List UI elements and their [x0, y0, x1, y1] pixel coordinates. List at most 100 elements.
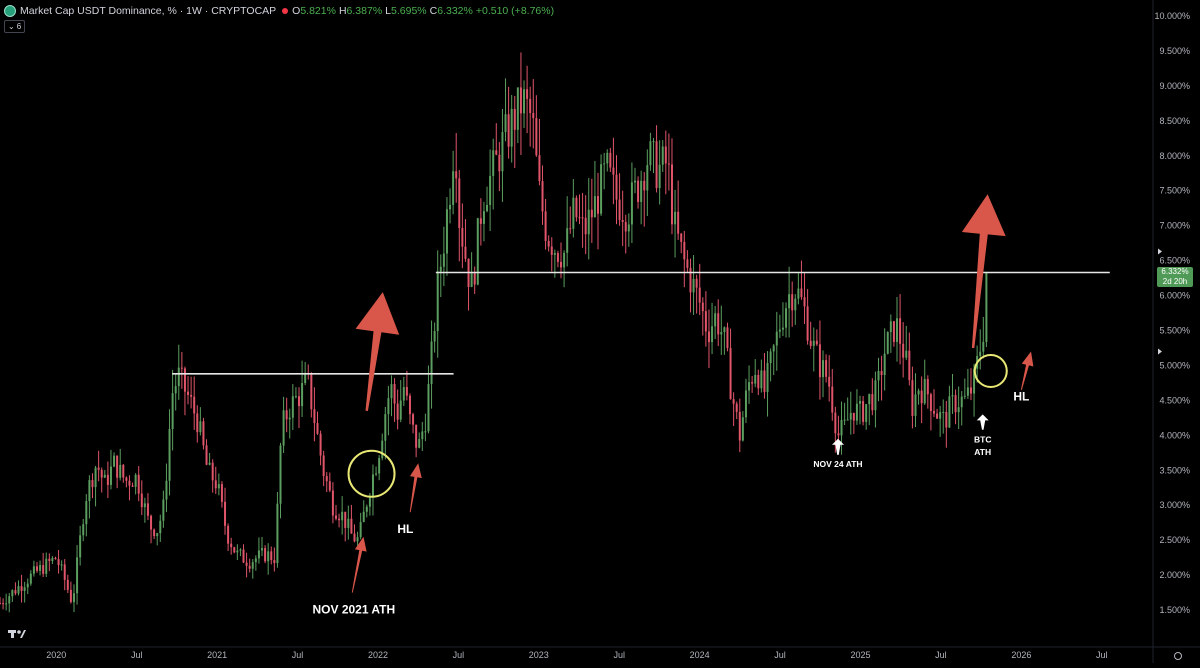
candle: [667, 133, 670, 191]
candle: [202, 417, 205, 450]
candle: [307, 364, 310, 380]
candle: [439, 254, 442, 298]
candle: [97, 450, 100, 482]
candle-body: [125, 477, 128, 481]
candle-body: [486, 204, 489, 212]
candle-body: [917, 390, 920, 395]
candle-body: [45, 558, 48, 574]
candle: [535, 95, 538, 157]
candles-group: [0, 52, 988, 613]
candle: [627, 213, 630, 247]
candle: [541, 165, 544, 225]
candle: [26, 578, 29, 595]
candle-body: [177, 367, 180, 387]
candle-body: [42, 565, 45, 574]
candle: [818, 320, 821, 400]
candle-body: [658, 164, 661, 189]
candle: [538, 118, 541, 186]
candle-body: [809, 340, 812, 346]
candle: [846, 397, 849, 421]
candle-body: [233, 547, 236, 553]
candle: [797, 272, 800, 305]
candle: [276, 491, 279, 568]
candle: [458, 169, 461, 262]
candle: [137, 466, 140, 502]
up-arrow-icon: [409, 463, 422, 513]
candle-body: [88, 480, 91, 502]
candle-body: [569, 228, 572, 230]
candle-body: [288, 417, 291, 420]
candle-body: [214, 480, 217, 489]
candle: [45, 552, 48, 577]
candle-body: [131, 485, 134, 487]
candle: [704, 291, 707, 347]
candle: [985, 272, 988, 348]
candle: [350, 504, 353, 534]
candle-body: [818, 344, 821, 378]
tether-logo-icon: [4, 5, 16, 17]
candle-body: [54, 557, 57, 560]
candle-body: [680, 233, 683, 242]
candle: [427, 365, 430, 434]
candle: [942, 399, 945, 434]
candle: [905, 325, 908, 361]
candle: [720, 305, 723, 355]
candle-body: [649, 141, 652, 166]
x-tick-label: Jul: [453, 650, 465, 660]
candle: [917, 388, 920, 405]
candle: [393, 378, 396, 422]
candle: [812, 327, 815, 372]
candle-body: [526, 89, 529, 99]
candle-body: [544, 211, 547, 241]
candle-body: [744, 390, 747, 418]
candle-body: [29, 573, 32, 584]
y-tick-label: 10.000%: [1154, 11, 1190, 21]
candle: [384, 406, 387, 460]
candle: [134, 473, 137, 495]
candle: [113, 452, 116, 468]
candle-body: [399, 400, 402, 420]
candle-body: [331, 490, 334, 516]
highlight-circle: [347, 449, 396, 498]
candle: [313, 387, 316, 442]
candle: [766, 351, 769, 417]
candle-body: [72, 593, 75, 603]
candle: [239, 548, 242, 557]
candle: [757, 369, 760, 396]
candle-body: [94, 467, 97, 488]
candle: [187, 376, 190, 405]
candle-body: [661, 146, 664, 165]
candle-body: [316, 423, 319, 434]
candle-body: [929, 394, 932, 412]
candle-body: [239, 549, 242, 551]
candle-body: [905, 350, 908, 358]
symbol-title[interactable]: Market Cap USDT Dominance, % · 1W · CRYP…: [20, 5, 277, 17]
candle: [892, 320, 895, 347]
candle: [371, 464, 374, 516]
candle: [532, 79, 535, 149]
candle-body: [356, 537, 359, 542]
x-tick-label: Jul: [1096, 650, 1108, 660]
candle: [291, 383, 294, 431]
candle-body: [489, 175, 492, 205]
candle-body: [868, 394, 871, 405]
candle-body: [840, 419, 843, 436]
candle: [908, 332, 911, 386]
candle: [831, 369, 834, 421]
candle-body: [433, 331, 436, 342]
candle-body: [519, 87, 522, 114]
x-tick-label: Jul: [131, 650, 143, 660]
candle: [550, 237, 553, 272]
candle: [227, 523, 230, 551]
candle: [131, 482, 134, 487]
candle-body: [871, 394, 874, 411]
market-status-dot-icon: [282, 8, 289, 14]
x-tick-label: 2022: [368, 650, 388, 660]
candle: [162, 490, 165, 528]
candle: [803, 272, 806, 324]
indicators-toggle[interactable]: ⌄ 6: [4, 20, 26, 33]
candle-body: [17, 586, 20, 594]
candle-body: [328, 481, 331, 491]
